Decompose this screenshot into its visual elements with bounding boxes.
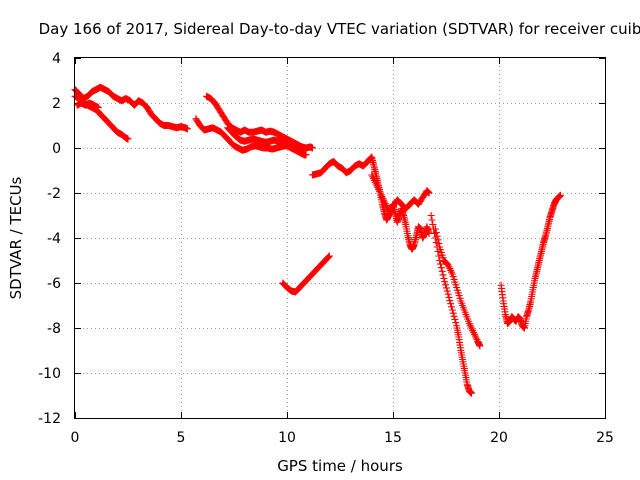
chart-title: Day 166 of 2017, Sidereal Day-to-day VTE…	[39, 20, 640, 38]
data-point	[431, 225, 439, 233]
data-point	[425, 189, 433, 197]
data-point	[94, 104, 102, 111]
series-arc-3	[279, 252, 333, 296]
data-point	[442, 281, 450, 289]
data-point	[556, 191, 564, 199]
data-point	[445, 293, 453, 301]
y-tick-label: 4	[52, 51, 61, 67]
data-point	[449, 309, 457, 317]
data-point	[448, 303, 456, 311]
x-tick-labels: 0 5 10 15 20 25	[71, 430, 614, 446]
series-arc-2b	[202, 92, 308, 152]
data-point	[442, 284, 450, 292]
data-point	[467, 389, 475, 397]
series-arc-2c	[224, 124, 310, 159]
data-point	[451, 315, 459, 323]
y-tick-label: -6	[47, 276, 61, 292]
y-tick-label: -8	[47, 321, 61, 337]
data-point	[446, 297, 454, 305]
data-point	[439, 271, 447, 279]
axis-ticks	[75, 58, 606, 419]
x-tick-label: 20	[490, 430, 508, 446]
data-point	[433, 232, 441, 240]
x-tick-label: 0	[71, 430, 80, 446]
x-axis-label: GPS time / hours	[277, 457, 403, 475]
data-point	[452, 319, 460, 327]
data-point	[447, 300, 455, 308]
x-tick-label: 15	[384, 430, 402, 446]
series-arc-8	[497, 191, 564, 332]
y-tick-label: -2	[47, 186, 61, 202]
data-series	[71, 83, 564, 397]
data-point	[476, 342, 484, 350]
series-arc-1a	[71, 92, 132, 143]
data-point	[450, 312, 458, 320]
series-arc-1b	[71, 83, 191, 133]
data-point	[308, 144, 316, 152]
data-point	[443, 287, 451, 295]
y-tick-label: -12	[38, 411, 61, 427]
data-point	[124, 135, 132, 143]
data-point	[444, 290, 452, 298]
series-arc-6	[427, 212, 475, 397]
data-point	[435, 252, 443, 260]
plot-frame	[74, 57, 606, 419]
data-point	[436, 260, 444, 268]
y-tick-label: 0	[52, 141, 61, 157]
y-axis-label: SDTVAR / TECUs	[7, 176, 25, 299]
y-tick-label: 2	[52, 96, 61, 112]
data-point	[427, 212, 435, 219]
data-point	[432, 229, 440, 237]
data-point	[437, 264, 445, 272]
data-point	[325, 252, 333, 260]
x-tick-label: 25	[596, 430, 614, 446]
grid-lines	[75, 58, 605, 418]
series-arc-5	[368, 171, 433, 215]
data-point	[448, 306, 456, 314]
data-point	[441, 278, 449, 286]
y-tick-label: -10	[38, 366, 61, 382]
data-point	[183, 125, 191, 133]
series-arc-7	[431, 225, 484, 350]
x-tick-label: 10	[278, 430, 296, 446]
data-point	[325, 253, 333, 261]
x-tick-label: 5	[177, 430, 186, 446]
data-point	[440, 275, 448, 282]
data-point	[434, 236, 442, 244]
y-tick-label: -4	[47, 231, 61, 247]
data-point	[435, 239, 443, 247]
data-point	[302, 151, 310, 159]
data-point	[300, 144, 308, 152]
y-tick-labels: -12 -10 -8 -6 -4 -2 0 2 4	[38, 51, 61, 427]
data-point	[438, 267, 446, 275]
data-point	[428, 216, 436, 224]
data-point	[429, 221, 437, 228]
